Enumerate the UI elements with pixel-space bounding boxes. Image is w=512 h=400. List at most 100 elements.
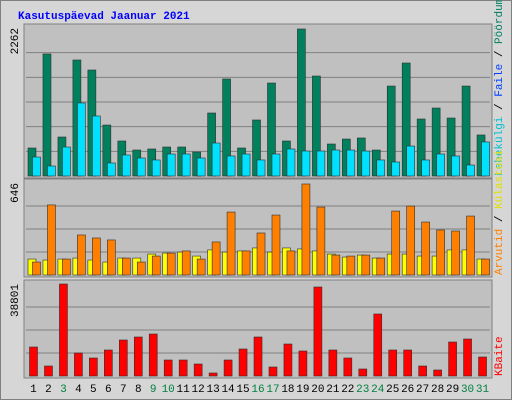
- legend-entry: Pöördumisi: [494, 0, 506, 44]
- bar: [346, 255, 356, 276]
- bar: [241, 250, 251, 276]
- x-tick-label: 24: [371, 384, 385, 396]
- bar: [316, 150, 326, 177]
- x-tick-label: 25: [386, 384, 399, 396]
- x-tick-label: 28: [431, 384, 444, 396]
- legend-entry: KBaite: [494, 336, 506, 376]
- bar: [391, 210, 401, 276]
- bar: [376, 257, 386, 276]
- bar: [297, 28, 306, 177]
- bar: [166, 153, 176, 177]
- bar: [313, 286, 323, 377]
- bar: [181, 250, 191, 276]
- bar: [92, 237, 101, 276]
- bar: [331, 254, 341, 276]
- bar: [271, 214, 281, 276]
- bar: [181, 153, 191, 177]
- bar: [446, 117, 456, 177]
- x-tick-label: 3: [60, 384, 67, 396]
- bar: [391, 161, 401, 177]
- bar: [268, 366, 278, 377]
- bar: [151, 159, 161, 177]
- bar: [32, 156, 41, 177]
- x-tick-label: 14: [221, 384, 235, 396]
- bar: [222, 78, 231, 177]
- bar: [148, 333, 158, 377]
- bar: [388, 349, 398, 377]
- bar: [104, 349, 113, 377]
- legend-entry: Faile: [494, 64, 506, 97]
- bar: [331, 149, 341, 177]
- bar: [481, 141, 490, 177]
- bar: [77, 234, 86, 276]
- bar: [267, 82, 276, 177]
- x-tick-label: 12: [192, 384, 205, 396]
- bar: [346, 149, 356, 177]
- bar: [42, 53, 52, 177]
- bar: [136, 261, 146, 276]
- legend-separator: /: [494, 97, 506, 117]
- bar: [47, 165, 56, 177]
- bar: [253, 336, 263, 377]
- bar: [301, 183, 311, 276]
- bar: [62, 146, 71, 177]
- bar: [29, 346, 38, 377]
- x-tick-label: 9: [150, 384, 157, 396]
- x-tick-label: 20: [311, 384, 324, 396]
- legend-entry: Arvutid: [494, 229, 506, 275]
- bar: [74, 352, 83, 377]
- bar: [466, 164, 475, 177]
- bar: [436, 153, 445, 177]
- bar: [376, 159, 386, 177]
- x-tick-label: 31: [476, 384, 490, 396]
- plot-area: [23, 279, 493, 379]
- x-tick-label: 27: [416, 384, 429, 396]
- x-tick-label: 13: [206, 384, 219, 396]
- bar: [196, 157, 206, 177]
- bar: [373, 313, 383, 377]
- bar: [102, 124, 112, 177]
- bar: [62, 258, 71, 276]
- bar: [122, 154, 131, 177]
- x-tick-label: 16: [251, 384, 264, 396]
- bar: [252, 119, 261, 177]
- x-tick-label: 1: [30, 384, 37, 396]
- bar: [361, 150, 371, 177]
- bar: [32, 261, 41, 276]
- bar: [436, 229, 445, 276]
- bar: [271, 153, 281, 177]
- x-tick-label: 5: [90, 384, 97, 396]
- bar: [481, 258, 490, 276]
- x-tick-label: 18: [281, 384, 294, 396]
- bar: [211, 142, 221, 177]
- x-tick-label: 17: [266, 384, 279, 396]
- bar: [122, 257, 131, 276]
- bar: [421, 221, 430, 276]
- bar: [298, 350, 308, 377]
- legend: KBaite: [494, 336, 506, 376]
- bar: [386, 85, 396, 177]
- legend: Arvutid / Külastusi: [494, 149, 506, 275]
- bar: [226, 155, 236, 177]
- bar: [461, 85, 471, 177]
- bar: [166, 252, 176, 276]
- x-tick-label: 23: [356, 384, 369, 396]
- bar: [463, 338, 472, 377]
- y-tick-label: 2262: [10, 28, 22, 54]
- bar: [193, 363, 203, 377]
- bar: [301, 150, 311, 177]
- bar: [361, 254, 371, 276]
- x-tick-label: 15: [236, 384, 249, 396]
- bar: [312, 75, 321, 177]
- x-tick-label: 11: [177, 384, 191, 396]
- bar: [286, 148, 296, 177]
- bar: [92, 115, 101, 177]
- bar: [328, 349, 338, 377]
- bar: [47, 204, 56, 276]
- bar: [451, 155, 460, 177]
- chart-title: Kasutuspäevad Jaanuar 2021: [18, 11, 190, 23]
- x-tick-label: 22: [341, 384, 354, 396]
- bar: [466, 215, 475, 276]
- bar: [416, 118, 426, 177]
